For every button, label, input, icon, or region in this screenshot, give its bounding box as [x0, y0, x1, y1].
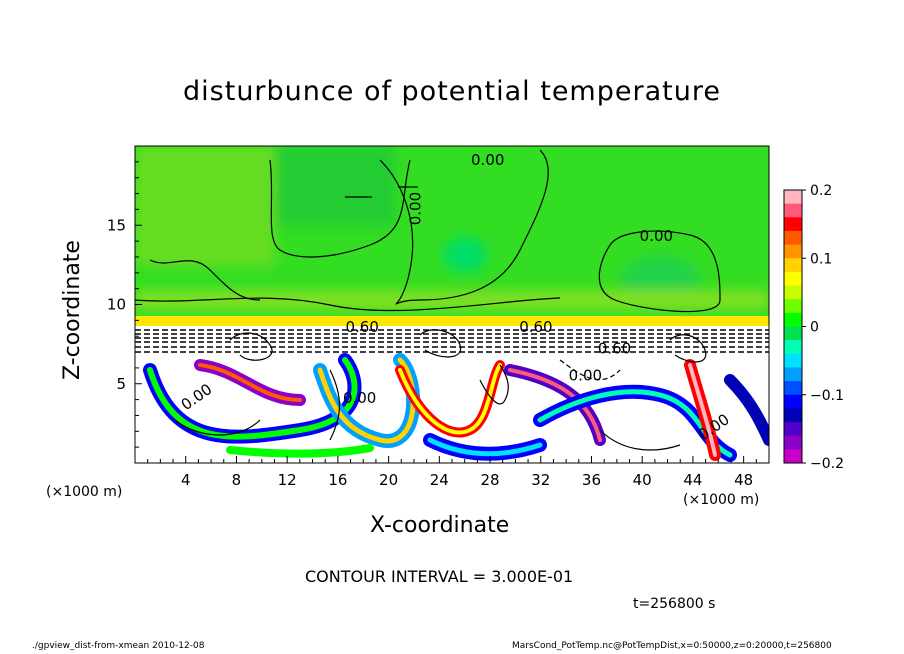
contour-label: 0.00 [640, 227, 673, 245]
interface-band [135, 316, 769, 326]
colorbar-swatch [784, 203, 802, 218]
y-axis-ticks: 5 10 15 [107, 161, 142, 448]
colorbar-swatch [784, 408, 802, 423]
contour-label: 0.60 [345, 318, 378, 336]
colorbar-swatch [784, 326, 802, 341]
colorbar-swatch [784, 312, 802, 327]
footer-data-source: MarsCond_PotTemp.nc@PotTempDist,x=0:5000… [512, 641, 832, 651]
colorbar-swatch [784, 353, 802, 368]
colorbar-swatch [784, 367, 802, 382]
x-tick-label: 20 [379, 471, 398, 489]
chart-title: disturbunce of potential temperature [183, 76, 721, 107]
colorbar-tick-label: 0.2 [810, 183, 832, 199]
colorbar-swatch [784, 449, 802, 464]
x-axis-unit: (×1000 m) [683, 492, 760, 508]
colorbar-tick-label: −0.2 [810, 456, 844, 472]
y-tick-label: 15 [107, 216, 126, 234]
colorbar-swatch [784, 422, 802, 437]
x-axis-label: X-coordinate [370, 513, 510, 538]
lower-contours [174, 329, 707, 451]
colorbar-swatch [784, 340, 802, 355]
colorbar-swatch [784, 190, 802, 205]
x-tick-label: 36 [582, 471, 601, 489]
colorbar-swatch [784, 394, 802, 409]
x-axis-ticks: 4 8 12 16 20 24 28 32 36 40 44 48 [147, 456, 757, 489]
contour-lines [135, 149, 721, 313]
transition-layer [135, 326, 769, 356]
colorbar-swatch [784, 271, 802, 287]
colorbar-swatch [784, 230, 802, 246]
colorbar-swatch [784, 435, 802, 450]
contour-label: 0.60 [519, 318, 552, 336]
x-tick-label: 32 [531, 471, 550, 489]
lower-eddies [143, 353, 769, 462]
contour-label: 0.00 [406, 192, 424, 225]
x-tick-label: 8 [232, 471, 242, 489]
x-tick-label: 40 [633, 471, 652, 489]
y-axis-label: Z-coordinate [60, 240, 85, 380]
contour-label: 0.00 [471, 151, 504, 169]
heatmap-field [135, 146, 769, 463]
y-axis-unit: (×1000 m) [46, 484, 123, 500]
x-tick-label: 12 [278, 471, 297, 489]
upper-variation [135, 146, 769, 310]
colorbar-swatch [784, 244, 802, 259]
colorbar-ticks: 0.2 0.1 0 −0.1 −0.2 [802, 183, 844, 472]
y-tick-label: 10 [107, 296, 126, 314]
x-tick-label: 48 [734, 471, 753, 489]
colorbar-swatch [784, 285, 802, 300]
x-tick-label: 44 [683, 471, 702, 489]
colorbar-swatch [784, 217, 802, 232]
x-tick-label: 24 [430, 471, 449, 489]
colorbar-tick-label: −0.1 [810, 388, 844, 404]
time-label: t=256800 s [633, 596, 716, 612]
x-tick-label: 4 [181, 471, 191, 489]
contour-interval-text: CONTOUR INTERVAL = 3.000E-01 [305, 567, 574, 586]
colorbar-swatch [784, 381, 802, 396]
colorbar-tick-label: 0.1 [810, 251, 832, 267]
colorbar-tick-label: 0 [810, 320, 819, 336]
colorbar [783, 189, 803, 464]
x-tick-label: 16 [328, 471, 347, 489]
y-tick-label: 5 [116, 375, 126, 393]
footer-script-info: ./gpview_dist-from-xmean 2010-12-08 [32, 641, 205, 651]
contour-label: 0.60 [598, 340, 631, 358]
contour-label: 0.00 [569, 367, 602, 385]
x-tick-label: 28 [480, 471, 499, 489]
colorbar-swatch [784, 299, 802, 314]
contour-label: 0.00 [343, 389, 376, 407]
colorbar-swatch [784, 258, 802, 273]
